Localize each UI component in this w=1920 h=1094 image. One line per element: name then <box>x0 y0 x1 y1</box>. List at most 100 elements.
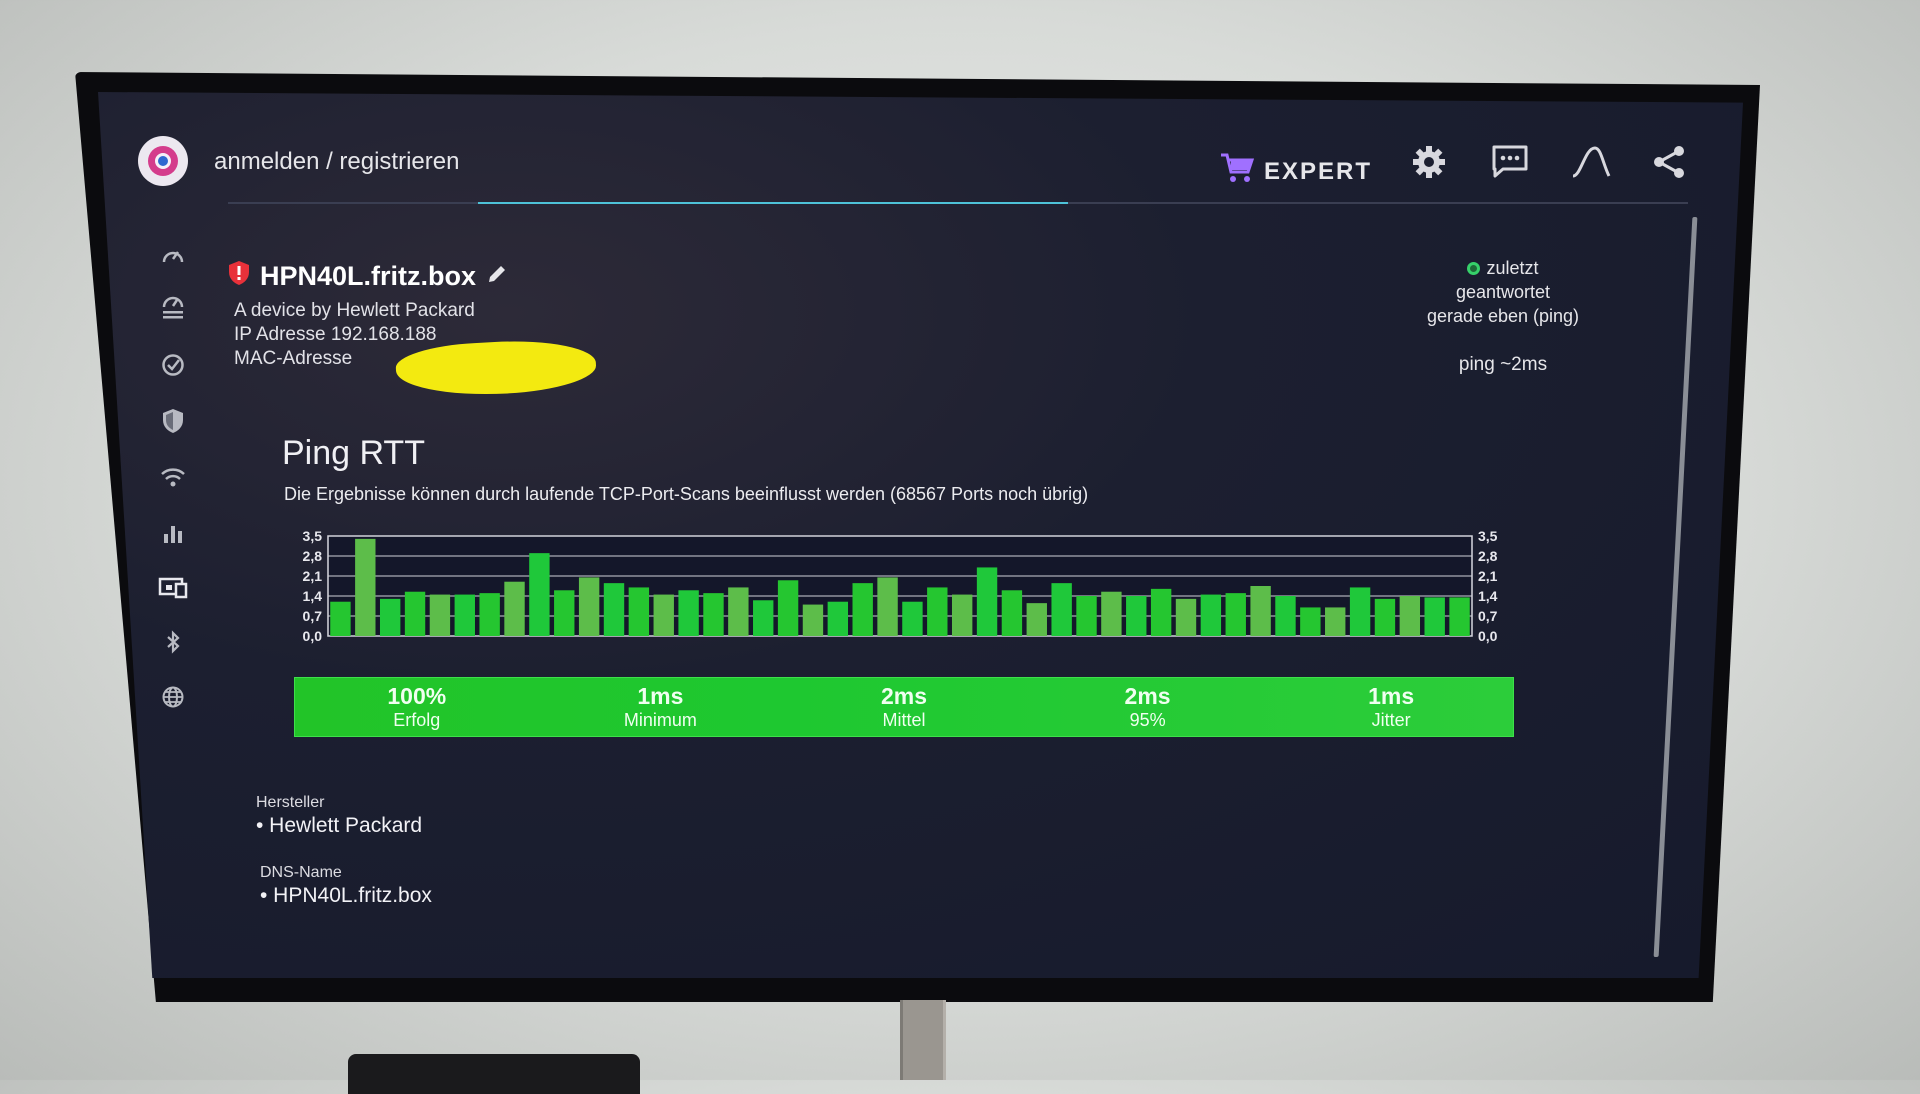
summary-value: 2ms <box>1124 683 1171 709</box>
ping-bar <box>802 604 824 636</box>
y-tick-label-right: 0,0 <box>1478 628 1498 644</box>
y-tick-label-right: 0,7 <box>1478 608 1498 624</box>
status-line3: gerade eben (ping) <box>1426 306 1580 326</box>
ping-bar <box>379 598 401 636</box>
app-logo[interactable] <box>138 136 188 186</box>
ip-value: 192.168.188 <box>330 324 437 345</box>
speedtest-list-icon[interactable] <box>158 294 188 324</box>
shield-alert-icon <box>228 260 250 293</box>
ping-rtt-chart: 3,5 3,5 2,8 2,8 2,1 2,1 1,4 1,4 0,7 0,7 0,0 0,0 <box>303 528 1498 644</box>
y-tick-label-left: 0,7 <box>303 608 323 624</box>
device-name: HPN40L.fritz.box <box>260 261 477 291</box>
y-tick-label-right: 2,1 <box>1478 568 1498 584</box>
ping-bar <box>927 587 948 636</box>
app-screen: anmelden / registrieren EXPERT <box>98 92 1743 978</box>
login-register-link[interactable]: anmelden / registrieren <box>214 148 460 175</box>
ping-bar <box>628 587 650 636</box>
ping-bar <box>578 577 600 636</box>
ping-bar <box>678 590 699 636</box>
ping-bar <box>404 591 426 636</box>
globe-icon[interactable] <box>158 682 188 712</box>
ping-bar <box>777 580 799 636</box>
ping-bar <box>1349 587 1371 636</box>
bluetooth-icon[interactable] <box>158 627 188 657</box>
status-line1: zuletzt <box>1486 258 1539 278</box>
shield-icon[interactable] <box>158 406 188 436</box>
ping-bar <box>429 594 451 636</box>
edit-pencil-icon[interactable] <box>486 261 508 292</box>
redaction-marker <box>394 336 598 400</box>
ping-bar <box>1275 596 1296 636</box>
ping-bar <box>976 567 998 636</box>
ping-bar <box>951 594 973 636</box>
ping-bar <box>1250 586 1271 636</box>
summary-label: Erfolg <box>393 710 441 730</box>
ping-bar <box>1126 596 1147 636</box>
ping-bar <box>852 583 873 636</box>
chat-icon[interactable] <box>1491 144 1529 185</box>
curve-icon[interactable] <box>1571 144 1611 185</box>
devices-icon[interactable] <box>158 573 188 603</box>
status-indicator <box>1467 262 1481 275</box>
ping-bar <box>1374 598 1396 636</box>
ping-bar <box>1026 603 1047 636</box>
ping-bar <box>603 583 625 636</box>
summary-label: Jitter <box>1371 710 1411 730</box>
ping-bar <box>1175 598 1197 636</box>
ping-bar <box>554 590 575 636</box>
share-icon[interactable] <box>1651 144 1687 185</box>
expert-label: EXPERT <box>1264 158 1373 185</box>
y-tick-label-left: 2,8 <box>303 548 323 564</box>
ping-bar <box>877 577 898 636</box>
ping-bar <box>529 553 550 636</box>
ping-bar <box>1200 594 1222 636</box>
ping-bar <box>1001 590 1023 636</box>
ping-bar <box>902 601 923 636</box>
summary-cell: 100% Erfolg <box>295 678 539 736</box>
ping-bar <box>1101 591 1122 636</box>
manufacturer-value: • Hewlett Packard <box>256 814 423 837</box>
ping-bar <box>653 594 674 636</box>
progress-accent <box>478 202 1068 204</box>
ping-bar <box>1325 607 1346 636</box>
bar-chart-icon[interactable] <box>158 518 188 548</box>
dns-value: • HPN40L.fritz.box <box>260 884 432 907</box>
ping-bar <box>1225 593 1246 636</box>
summary-cell: 2ms 95% <box>1026 678 1270 736</box>
ip-label: IP Adresse <box>234 324 326 345</box>
check-circle-icon[interactable] <box>158 350 188 380</box>
summary-value: 1ms <box>1368 683 1415 709</box>
ping-bar <box>1076 596 1097 636</box>
y-tick-label-left: 2,1 <box>303 568 323 584</box>
summary-value: 1ms <box>637 683 684 709</box>
response-status: zuletzt geantwortet gerade eben (ping) <box>1403 256 1603 328</box>
summary-value: 2ms <box>880 683 927 709</box>
wifi-icon[interactable] <box>158 462 188 492</box>
expert-button[interactable]: EXPERT <box>1220 152 1372 192</box>
summary-cell: 1ms Jitter <box>1269 678 1513 736</box>
ping-bar <box>753 600 774 636</box>
ping-bar <box>504 581 525 636</box>
cart-icon <box>1220 152 1255 192</box>
y-tick-label-right: 3,5 <box>1478 528 1498 544</box>
mac-label: MAC-Adresse <box>234 348 353 369</box>
y-tick-label-right: 2,8 <box>1478 548 1498 564</box>
ping-summary-bar: 100% Erfolg 1ms Minimum 2ms Mittel 2ms 95% 1ms Ji… <box>294 677 1514 737</box>
summary-cell: 2ms Mittel <box>782 678 1026 736</box>
ping-bar <box>1399 596 1421 636</box>
ping-rtt-subtitle: Die Ergebnisse können durch laufende TCP… <box>284 484 1089 504</box>
set-top-box <box>348 1054 640 1094</box>
dns-label: DNS-Name <box>260 864 342 881</box>
header-divider <box>228 202 1688 204</box>
speedometer-icon[interactable] <box>158 240 188 270</box>
device-title: HPN40L.fritz.box <box>228 260 508 293</box>
summary-label: Minimum <box>623 710 697 730</box>
ping-bar <box>454 594 475 636</box>
y-tick-label-left: 3,5 <box>303 528 323 544</box>
ping-bar <box>1150 588 1172 636</box>
ping-bar <box>703 593 724 636</box>
gear-icon[interactable] <box>1411 144 1447 185</box>
scrollbar[interactable] <box>1653 217 1698 957</box>
ping-value: ping ~2ms <box>1458 354 1548 375</box>
ping-bar <box>479 593 500 636</box>
